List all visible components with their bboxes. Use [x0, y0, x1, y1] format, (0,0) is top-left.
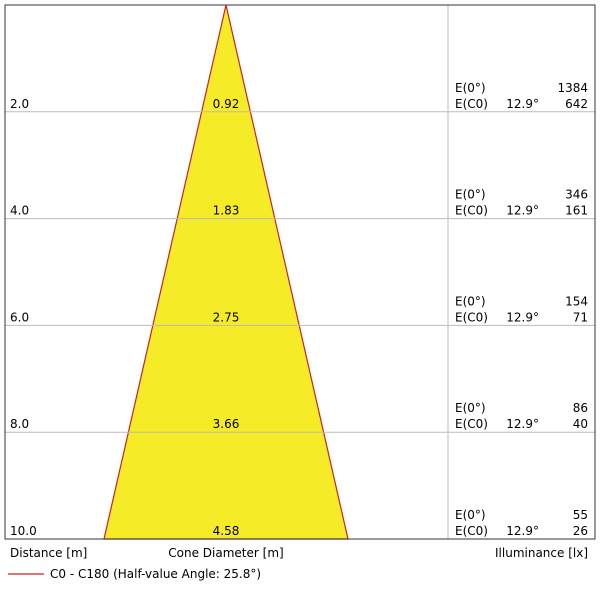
ec0-value-0: 642: [565, 97, 588, 111]
diameter-label-1: 1.83: [213, 204, 240, 218]
ec0-label-1: E(C0): [455, 204, 488, 218]
e0-label-3: E(0°): [455, 401, 486, 415]
distance-label-2: 6.0: [10, 310, 29, 324]
ec0-value-2: 71: [573, 310, 588, 324]
e0-value-4: 55: [573, 508, 588, 522]
half-angle-label-4: 12.9°: [506, 524, 539, 538]
half-angle-label-3: 12.9°: [506, 417, 539, 431]
e0-label-2: E(0°): [455, 294, 486, 308]
ec0-label-2: E(C0): [455, 310, 488, 324]
diameter-label-0: 0.92: [213, 97, 240, 111]
distance-label-1: 4.0: [10, 204, 29, 218]
distance-label-4: 10.0: [10, 524, 37, 538]
e0-label-0: E(0°): [455, 81, 486, 95]
legend-text: C0 - C180 (Half-value Angle: 25.8°): [50, 567, 261, 581]
distance-label-0: 2.0: [10, 97, 29, 111]
distance-axis-label: Distance [m]: [10, 546, 87, 560]
ec0-value-4: 26: [573, 524, 588, 538]
e0-value-1: 346: [565, 188, 588, 202]
distance-label-3: 8.0: [10, 417, 29, 431]
diameter-axis-label: Cone Diameter [m]: [168, 546, 283, 560]
half-angle-label-1: 12.9°: [506, 204, 539, 218]
illuminance-axis-label: Illuminance [lx]: [495, 546, 588, 560]
ec0-label-0: E(C0): [455, 97, 488, 111]
diameter-label-3: 3.66: [213, 417, 240, 431]
ec0-value-3: 40: [573, 417, 588, 431]
diameter-label-4: 4.58: [213, 524, 240, 538]
e0-label-4: E(0°): [455, 508, 486, 522]
e0-value-3: 86: [573, 401, 588, 415]
e0-value-0: 1384: [557, 81, 588, 95]
ec0-value-1: 161: [565, 204, 588, 218]
plot-frame-outline: [4, 4, 596, 540]
ec0-label-4: E(C0): [455, 524, 488, 538]
e0-label-1: E(0°): [455, 188, 486, 202]
half-angle-label-0: 12.9°: [506, 97, 539, 111]
half-angle-label-2: 12.9°: [506, 310, 539, 324]
e0-value-2: 154: [565, 294, 588, 308]
ec0-label-3: E(C0): [455, 417, 488, 431]
diameter-label-2: 2.75: [213, 310, 240, 324]
